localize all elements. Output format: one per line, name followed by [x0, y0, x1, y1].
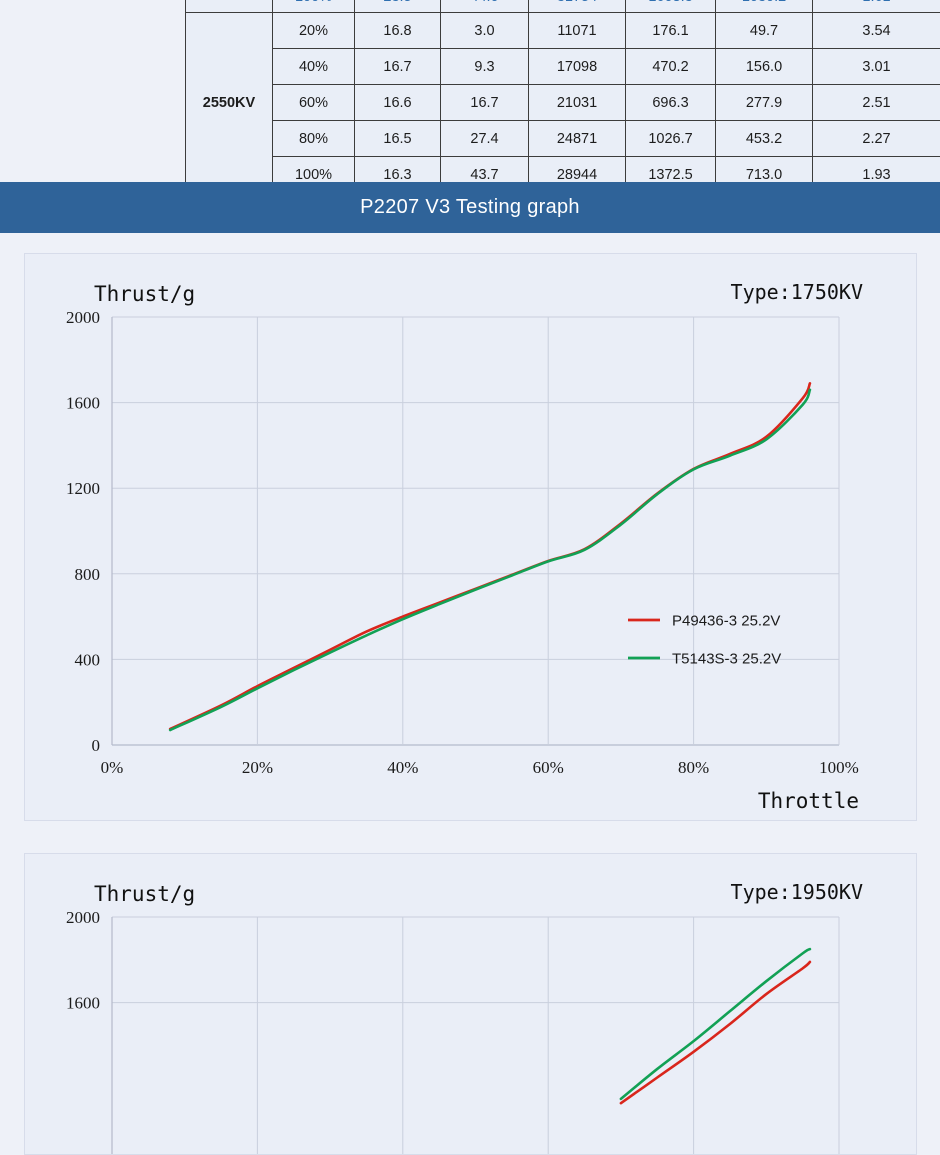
- chart-card-1750kv: 0 400 800 1200 1600 2000 0% 20% 40% 60% 80% 100% Thr…: [24, 253, 917, 821]
- cell-rpm: 24871: [529, 121, 626, 157]
- svg-text:T5143S-3 25.2V: T5143S-3 25.2V: [672, 651, 781, 668]
- cell-current: 3.0: [441, 13, 529, 49]
- svg-text:800: 800: [75, 565, 101, 584]
- cell-rpm: 11071: [529, 13, 626, 49]
- cell-voltage: 16.5: [355, 121, 441, 157]
- cell-current: 27.4: [441, 121, 529, 157]
- cell-power: 49.7: [716, 13, 813, 49]
- cell-throttle: 20%: [273, 13, 355, 49]
- cell-thrust: 1026.7: [626, 121, 716, 157]
- cell-efficiency: 2.51: [813, 85, 940, 121]
- thrust-throttle-chart-1750kv: 0 400 800 1200 1600 2000 0% 20% 40% 60% 80% 100% Thr…: [25, 254, 916, 820]
- svg-text:1600: 1600: [66, 994, 100, 1013]
- chart-card-1950kv: 1600 2000 Thrust/g Type:1950KV: [24, 853, 917, 1155]
- svg-text:Type:1950KV: Type:1950KV: [731, 880, 863, 904]
- section-banner: P2207 V3 Testing graph: [0, 182, 940, 233]
- svg-text:40%: 40%: [387, 758, 418, 777]
- cell-voltage: 16.7: [355, 49, 441, 85]
- cut-row-throttle: 100%: [273, 0, 355, 13]
- spec-table: 100% 23.5 44.0 31754 1608.3 1030.2 1.61 …: [185, 0, 940, 193]
- svg-text:P49436-3 25.2V: P49436-3 25.2V: [672, 613, 780, 630]
- cell-thrust: 176.1: [626, 13, 716, 49]
- cell-rpm: 17098: [529, 49, 626, 85]
- thrust-throttle-chart-1950kv: 1600 2000 Thrust/g Type:1950KV: [25, 854, 916, 1154]
- svg-text:60%: 60%: [533, 758, 564, 777]
- cell-efficiency: 2.27: [813, 121, 940, 157]
- svg-text:Throttle: Throttle: [758, 789, 859, 813]
- cut-row-current: 44.0: [441, 0, 529, 13]
- cell-thrust: 696.3: [626, 85, 716, 121]
- cell-current: 16.7: [441, 85, 529, 121]
- svg-text:2000: 2000: [66, 908, 100, 927]
- spec-table-wrapper: 100% 23.5 44.0 31754 1608.3 1030.2 1.61 …: [185, 0, 940, 193]
- svg-text:400: 400: [75, 650, 101, 669]
- svg-text:Thrust/g: Thrust/g: [94, 882, 195, 906]
- table-row: 40% 16.7 9.3 17098 470.2 156.0 3.01: [186, 49, 940, 85]
- cut-row-power: 1030.2: [716, 0, 813, 13]
- svg-text:1200: 1200: [66, 479, 100, 498]
- cell-throttle: 80%: [273, 121, 355, 157]
- cell-power: 453.2: [716, 121, 813, 157]
- svg-text:Type:1750KV: Type:1750KV: [731, 280, 863, 304]
- cut-row-efficiency: 1.61: [813, 0, 940, 13]
- page-root: 100% 23.5 44.0 31754 1608.3 1030.2 1.61 …: [0, 0, 940, 1051]
- svg-text:Thrust/g: Thrust/g: [94, 282, 195, 306]
- cell-throttle: 40%: [273, 49, 355, 85]
- cut-row-voltage: 23.5: [355, 0, 441, 13]
- cell-thrust: 470.2: [626, 49, 716, 85]
- table-row: 60% 16.6 16.7 21031 696.3 277.9 2.51: [186, 85, 940, 121]
- cell-power: 277.9: [716, 85, 813, 121]
- motor-kv-cell: 2550KV: [186, 13, 273, 193]
- cut-row-rpm: 31754: [529, 0, 626, 13]
- cell-efficiency: 3.54: [813, 13, 940, 49]
- cell-voltage: 16.6: [355, 85, 441, 121]
- svg-text:80%: 80%: [678, 758, 709, 777]
- cut-row-thrust: 1608.3: [626, 0, 716, 13]
- cell-power: 156.0: [716, 49, 813, 85]
- cell-rpm: 21031: [529, 85, 626, 121]
- cell-current: 9.3: [441, 49, 529, 85]
- svg-text:100%: 100%: [819, 758, 859, 777]
- banner-title: P2207 V3 Testing graph: [360, 196, 580, 219]
- table-row: 80% 16.5 27.4 24871 1026.7 453.2 2.27: [186, 121, 940, 157]
- table-row: 2550KV 20% 16.8 3.0 11071 176.1 49.7 3.5…: [186, 13, 940, 49]
- cut-row-spacer: [186, 0, 273, 13]
- svg-text:1600: 1600: [66, 394, 100, 413]
- svg-text:0%: 0%: [101, 758, 124, 777]
- cell-efficiency: 3.01: [813, 49, 940, 85]
- svg-text:0: 0: [92, 736, 101, 755]
- svg-text:2000: 2000: [66, 308, 100, 327]
- cell-throttle: 60%: [273, 85, 355, 121]
- cell-voltage: 16.8: [355, 13, 441, 49]
- svg-text:20%: 20%: [242, 758, 273, 777]
- table-row-cut: 100% 23.5 44.0 31754 1608.3 1030.2 1.61: [186, 0, 940, 13]
